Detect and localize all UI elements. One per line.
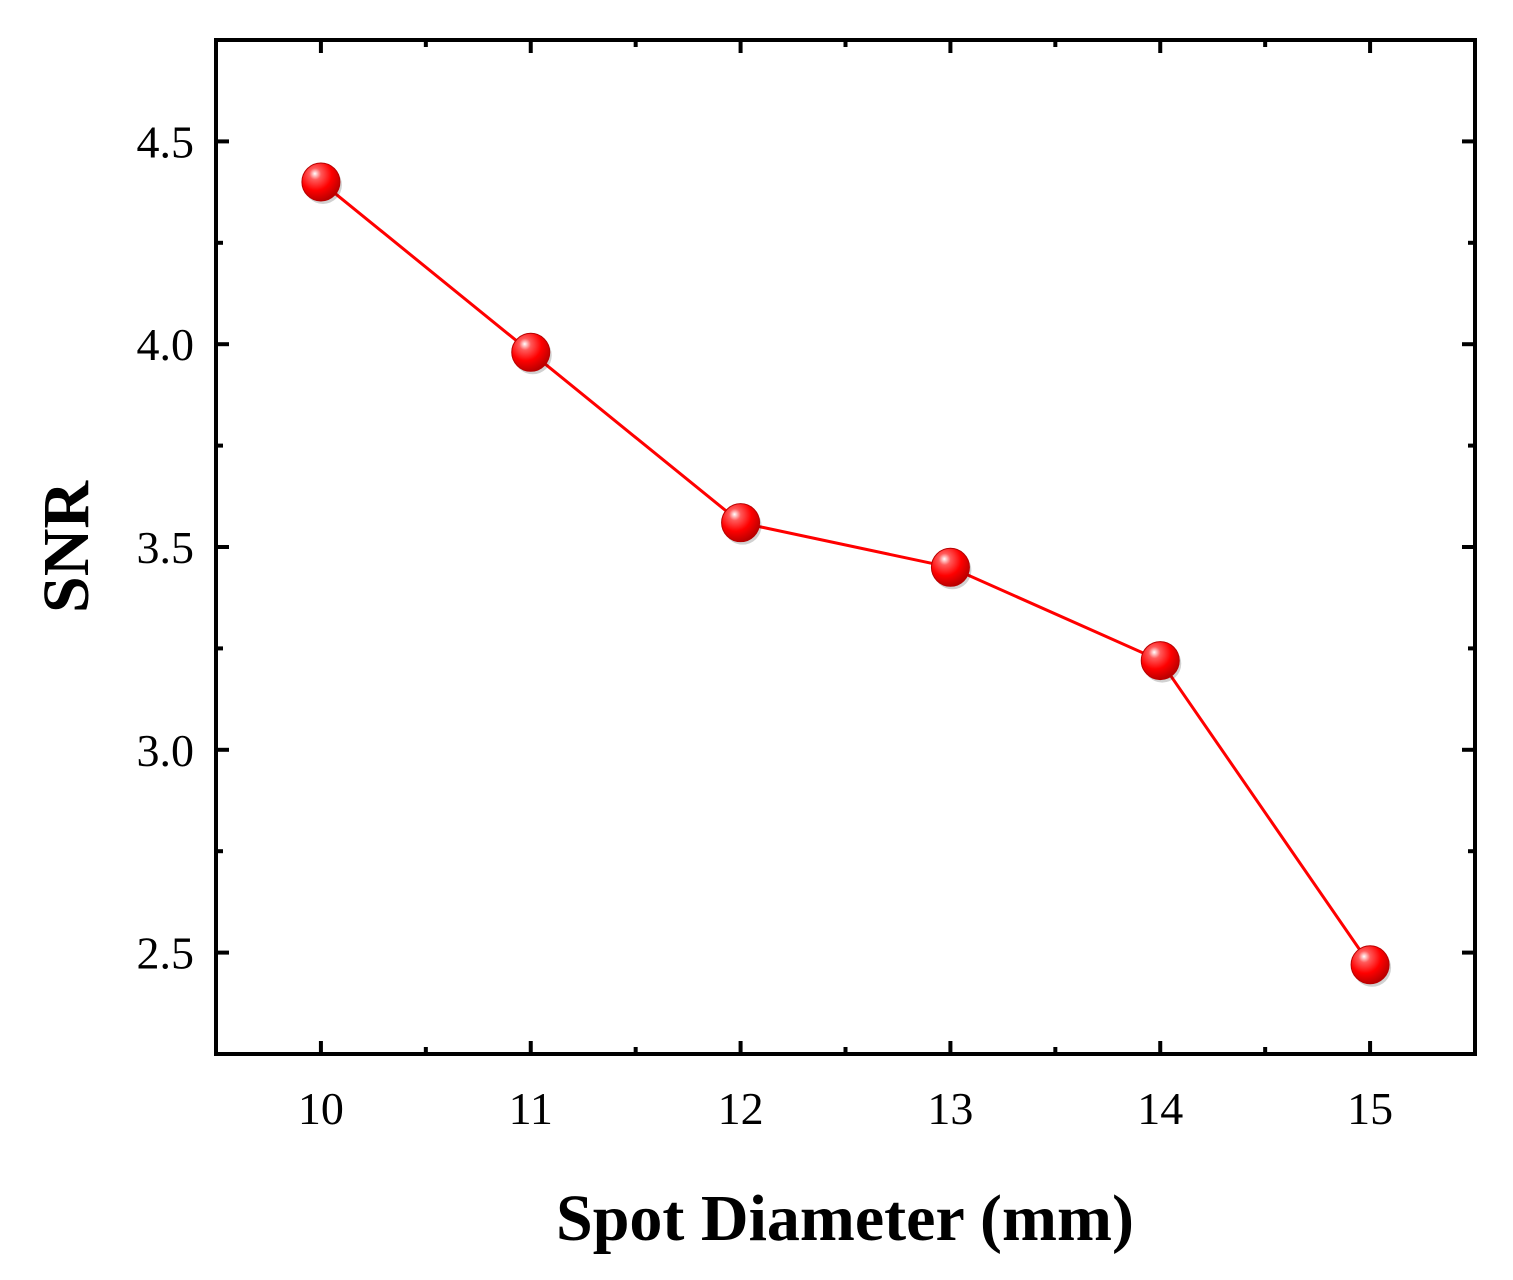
data-point [511, 332, 552, 375]
y-tick-label: 4.0 [137, 319, 195, 370]
plot-frame [214, 38, 1477, 1056]
series-line [319, 180, 1372, 966]
plot-area [216, 40, 1475, 1054]
y-tick-label: 4.5 [137, 116, 195, 167]
x-axis-title: Spot Diameter (mm) [556, 1182, 1134, 1255]
y-tick-label: 2.5 [137, 928, 195, 979]
x-tick-label: 12 [718, 1083, 764, 1134]
data-point-marker [1350, 945, 1390, 985]
data-point [301, 162, 342, 204]
labels-layer: 10 11 12 13 14 15 2.5 3.0 3.5 4.0 4.5 [137, 116, 1394, 1134]
data-point-marker [930, 547, 970, 587]
x-tick-label: 11 [509, 1083, 553, 1134]
data-point-marker [721, 503, 761, 543]
y-tick-label: 3.5 [137, 522, 195, 573]
ticks-layer [216, 40, 1475, 1054]
x-tick-label: 15 [1347, 1083, 1393, 1134]
x-tick-label: 14 [1137, 1083, 1183, 1134]
data-point-marker [511, 332, 551, 372]
data-point-marker [301, 162, 341, 202]
data-point-marker [1140, 641, 1180, 681]
x-tick-label: 13 [927, 1083, 973, 1134]
x-tick-label: 10 [298, 1083, 344, 1134]
data-point [721, 503, 762, 545]
y-axis-title: SNR [30, 480, 103, 613]
data-point [930, 547, 972, 590]
data-point [1140, 641, 1182, 683]
y-tick-label: 3.0 [137, 725, 195, 776]
series-layer [301, 162, 1392, 987]
data-point [1350, 945, 1392, 987]
